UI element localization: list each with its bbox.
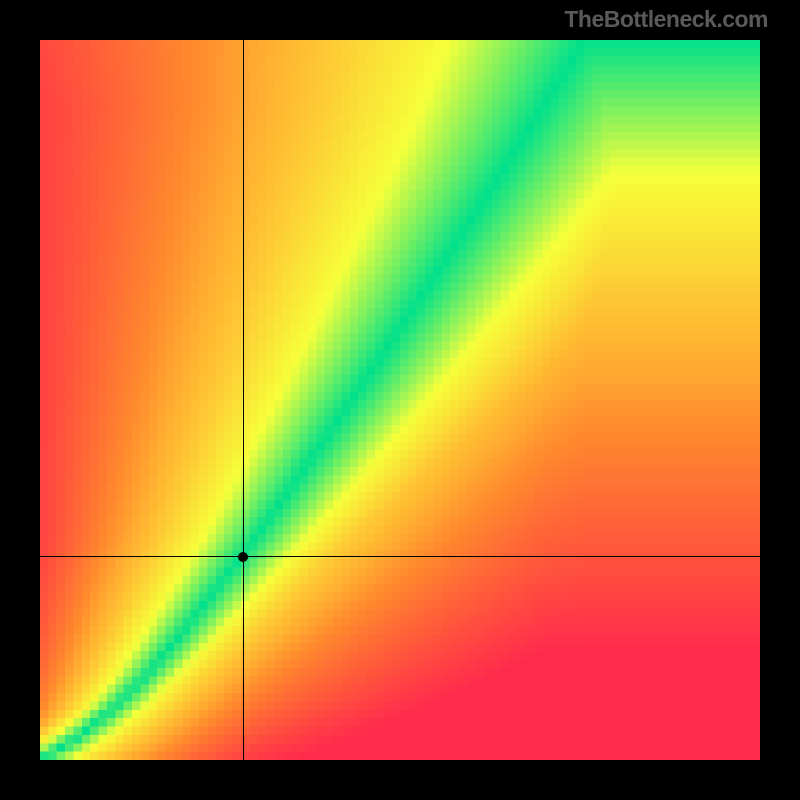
watermark-text: TheBottleneck.com: [564, 6, 768, 33]
crosshair-marker: [238, 552, 248, 562]
crosshair-horizontal: [40, 556, 760, 557]
bottleneck-heatmap: [40, 40, 760, 760]
heatmap-canvas: [40, 40, 760, 760]
crosshair-vertical: [243, 40, 244, 760]
